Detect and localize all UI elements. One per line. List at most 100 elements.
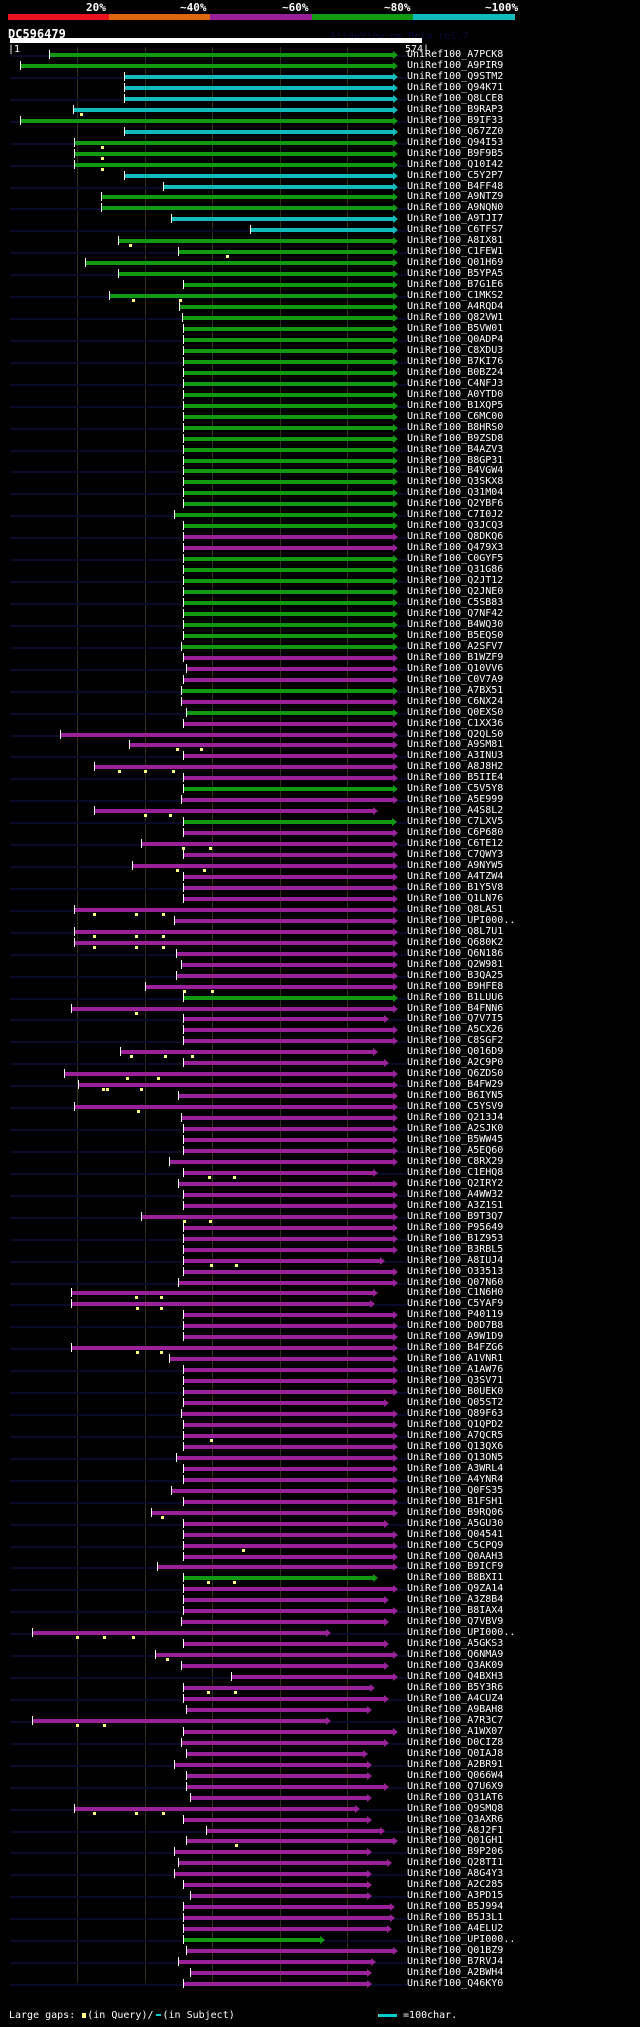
hit-label[interactable]: UniRef100_A5GU30 bbox=[407, 1517, 504, 1529]
alignment-bar[interactable] bbox=[183, 1686, 372, 1691]
hit-row[interactable]: UniRef100_B5J994 bbox=[0, 1901, 640, 1913]
hit-label[interactable]: UniRef100_C7LXV5 bbox=[407, 816, 504, 828]
alignment-bar[interactable] bbox=[109, 294, 394, 299]
hit-label[interactable]: UniRef100_A8J8H2 bbox=[407, 761, 504, 773]
hit-label[interactable]: UniRef100_C1MKS2 bbox=[407, 290, 504, 302]
alignment-bar[interactable] bbox=[181, 1664, 385, 1669]
hit-label[interactable]: UniRef100_A9BAH8 bbox=[407, 1703, 504, 1715]
alignment-bar[interactable] bbox=[183, 1236, 394, 1241]
alignment-bar[interactable] bbox=[74, 107, 394, 112]
hit-label[interactable]: UniRef100_A9NTZ9 bbox=[407, 191, 504, 203]
hit-row[interactable]: UniRef100_A9TJI7 bbox=[0, 213, 640, 225]
hit-label[interactable]: UniRef100_C8RX29 bbox=[407, 1155, 504, 1167]
hit-row[interactable]: UniRef100_B9IF33 bbox=[0, 115, 640, 127]
alignment-bar[interactable] bbox=[186, 1773, 369, 1778]
hit-label[interactable]: UniRef100_Q82VW1 bbox=[407, 312, 504, 324]
hit-row[interactable]: UniRef100_Q89F63 bbox=[0, 1408, 640, 1420]
hit-row[interactable]: UniRef100_C6TE12 bbox=[0, 838, 640, 851]
alignment-bar[interactable] bbox=[183, 1269, 394, 1274]
hit-label[interactable]: UniRef100_A9NYW5 bbox=[407, 860, 504, 872]
hit-row[interactable]: UniRef100_C5V5Y8 bbox=[0, 783, 640, 795]
hit-label[interactable]: UniRef100_A3PD15 bbox=[407, 1890, 504, 1902]
alignment-bar[interactable] bbox=[170, 1357, 394, 1362]
alignment-bar[interactable] bbox=[183, 1247, 394, 1252]
alignment-bar[interactable] bbox=[101, 195, 394, 200]
alignment-bar[interactable] bbox=[146, 984, 394, 989]
hit-row[interactable]: UniRef100_A9NQN0 bbox=[0, 202, 640, 214]
alignment-bar[interactable] bbox=[186, 1707, 369, 1712]
alignment-bar[interactable] bbox=[181, 798, 394, 803]
hit-label[interactable]: UniRef100_B6IYN5 bbox=[407, 1090, 504, 1102]
hit-row[interactable]: UniRef100_Q4BXH3 bbox=[0, 1671, 640, 1683]
hit-row[interactable]: UniRef100_Q7V7I5 bbox=[0, 1013, 640, 1025]
hit-row[interactable]: UniRef100_Q94I53 bbox=[0, 137, 640, 149]
hit-label[interactable]: UniRef100_UPI000.. bbox=[407, 1934, 516, 1946]
hit-row[interactable]: UniRef100_C7LXV5 bbox=[0, 816, 640, 828]
hit-row[interactable]: UniRef100_Q3JCQ3 bbox=[0, 520, 640, 532]
hit-label[interactable]: UniRef100_B1LUU6 bbox=[407, 991, 504, 1003]
hit-row[interactable]: UniRef100_B4FNN6 bbox=[0, 1003, 640, 1015]
hit-label[interactable]: UniRef100_C1XX36 bbox=[407, 717, 504, 729]
hit-row[interactable]: UniRef100_Q6ZDS0 bbox=[0, 1068, 640, 1081]
hit-row[interactable]: UniRef100_B8HRS0 bbox=[0, 422, 640, 434]
hit-label[interactable]: UniRef100_Q479X3 bbox=[407, 542, 504, 554]
hit-row[interactable]: UniRef100_Q1QPD2 bbox=[0, 1419, 640, 1431]
hit-row[interactable]: UniRef100_Q016D9 bbox=[0, 1046, 640, 1059]
alignment-bar[interactable] bbox=[183, 1390, 394, 1395]
hit-label[interactable]: UniRef100_B1Z953 bbox=[407, 1232, 504, 1244]
hit-row[interactable]: UniRef100_C5YAF9 bbox=[0, 1298, 640, 1311]
hit-row[interactable]: UniRef100_A2BR91 bbox=[0, 1759, 640, 1771]
hit-row[interactable]: UniRef100_A3WRL4 bbox=[0, 1463, 640, 1475]
alignment-bar[interactable] bbox=[181, 1116, 394, 1121]
hit-label[interactable]: UniRef100_A2SJK0 bbox=[407, 1123, 504, 1135]
alignment-bar[interactable] bbox=[132, 864, 394, 869]
hit-label[interactable]: UniRef100_B5J994 bbox=[407, 1901, 504, 1913]
hit-row[interactable]: UniRef100_Q8LAS1 bbox=[0, 904, 640, 916]
alignment-bar[interactable] bbox=[74, 140, 394, 145]
alignment-bar[interactable] bbox=[124, 129, 394, 134]
hit-label[interactable]: UniRef100_C5SB83 bbox=[407, 597, 504, 608]
hit-row[interactable]: UniRef100_A4S8L2 bbox=[0, 805, 640, 818]
hit-label[interactable]: UniRef100_Q8LCE8 bbox=[407, 92, 504, 104]
alignment-bar[interactable] bbox=[183, 1039, 394, 1044]
hit-label[interactable]: UniRef100_A1AW76 bbox=[407, 1364, 504, 1376]
alignment-bar[interactable] bbox=[72, 1291, 375, 1296]
hit-row[interactable]: UniRef100_B9ICF9 bbox=[0, 1561, 640, 1573]
hit-label[interactable]: UniRef100_B5IIE4 bbox=[407, 772, 504, 784]
alignment-bar[interactable] bbox=[183, 1258, 382, 1263]
hit-row[interactable]: UniRef100_A3PD15 bbox=[0, 1890, 640, 1902]
hit-row[interactable]: UniRef100_Q6N186 bbox=[0, 948, 640, 960]
hit-label[interactable]: UniRef100_B9RAP3 bbox=[407, 103, 504, 115]
hit-row[interactable]: UniRef100_A4ELU2 bbox=[0, 1923, 640, 1935]
alignment-bar[interactable] bbox=[32, 1718, 328, 1723]
hit-label[interactable]: UniRef100_B4FW29 bbox=[407, 1079, 504, 1091]
hit-label[interactable]: UniRef100_C6TFS7 bbox=[407, 224, 504, 236]
alignment-bar[interactable] bbox=[72, 1346, 394, 1351]
alignment-bar[interactable] bbox=[183, 1729, 394, 1734]
hit-label[interactable]: UniRef100_Q2JNE0 bbox=[407, 586, 504, 598]
alignment-bar[interactable] bbox=[183, 1401, 385, 1406]
hit-label[interactable]: UniRef100_B1FSH1 bbox=[407, 1495, 504, 1507]
hit-row[interactable]: UniRef100_A9NTZ9 bbox=[0, 191, 640, 203]
alignment-bar[interactable] bbox=[183, 337, 394, 342]
hit-label[interactable]: UniRef100_A1WX07 bbox=[407, 1725, 504, 1737]
hit-row[interactable]: UniRef100_UPI000.. bbox=[0, 1627, 640, 1640]
alignment-bar[interactable] bbox=[183, 1697, 385, 1701]
alignment-bar[interactable] bbox=[179, 1181, 394, 1186]
hit-row[interactable]: UniRef100_Q10VV6 bbox=[0, 663, 640, 675]
hit-label[interactable]: UniRef100_Q7NF42 bbox=[407, 607, 504, 619]
hit-label[interactable]: UniRef100_C7QWY3 bbox=[407, 849, 504, 861]
alignment-bar[interactable] bbox=[183, 1554, 394, 1559]
hit-row[interactable]: UniRef100_Q28TI1 bbox=[0, 1857, 640, 1869]
hit-label[interactable]: UniRef100_B7G1E6 bbox=[407, 279, 504, 291]
hit-row[interactable]: UniRef100_A3Z1S1 bbox=[0, 1200, 640, 1212]
hit-label[interactable]: UniRef100_C5CPQ9 bbox=[407, 1539, 504, 1551]
hit-label[interactable]: UniRef100_B9ICF9 bbox=[407, 1561, 504, 1573]
hit-label[interactable]: UniRef100_A4RQD4 bbox=[407, 301, 504, 313]
alignment-bar[interactable] bbox=[142, 1214, 394, 1219]
hit-label[interactable]: UniRef100_A4YNR4 bbox=[407, 1473, 504, 1485]
alignment-bar[interactable] bbox=[183, 995, 394, 1000]
hit-row[interactable]: UniRef100_A2C9P0 bbox=[0, 1057, 640, 1069]
hit-row[interactable]: UniRef100_B4FF48 bbox=[0, 181, 640, 193]
hit-row[interactable]: UniRef100_B1Z953 bbox=[0, 1232, 640, 1245]
